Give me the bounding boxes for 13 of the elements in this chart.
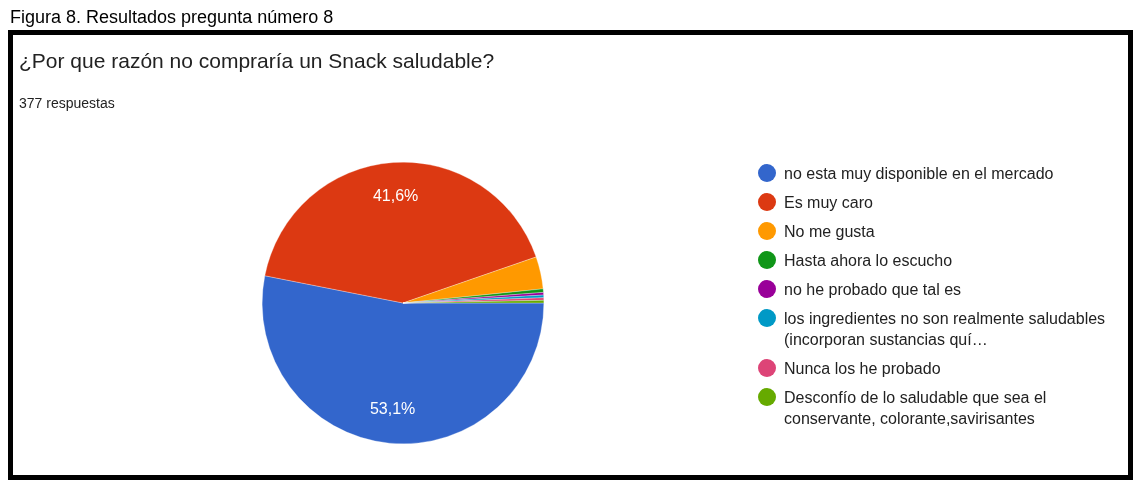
text: Figura 8. Resultados pregunta número 8 [10,7,334,28]
data-label: 53,1% [369,399,416,417]
chart-title: ¿Por que razón no compraría un Snack saludable? [19,49,495,73]
data-label: 41,6% [372,186,419,204]
legend-label: los ingredientes no son realmente saludables (incorporan sustancias quí… [784,309,1107,350]
text: 377 respuestas [19,95,115,111]
legend-label: No me gusta [784,222,875,242]
legend-label: Nunca los he probado [784,359,941,379]
legend-label: Desconfío de lo saludable que sea el conservante, colorante,savirisantes [784,388,1048,429]
legend-label: no esta muy disponible en el mercado [784,164,1054,184]
legend-label: no he probado que tal es [784,280,962,300]
legend-label: Hasta ahora lo escucho [784,251,953,271]
legend-label: Es muy caro [784,193,873,213]
